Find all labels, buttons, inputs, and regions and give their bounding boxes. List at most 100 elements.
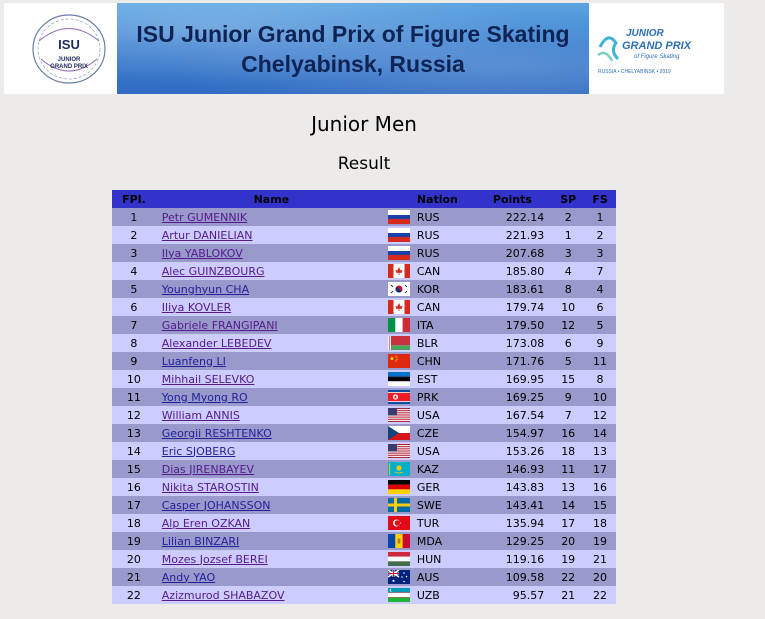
skater-name-link[interactable]: Petr GUMENNIK xyxy=(161,210,248,224)
skater-name-cell: Lilian BINZARI xyxy=(155,532,383,550)
short-program-rank: 19 xyxy=(552,550,585,568)
short-program-rank: 13 xyxy=(552,478,585,496)
total-points: 185.80 xyxy=(478,262,553,280)
total-points: 95.57 xyxy=(478,586,553,604)
total-points: 179.74 xyxy=(478,298,553,316)
flag-cell xyxy=(382,586,415,604)
skater-name-cell: Artur DANIELIAN xyxy=(155,226,383,244)
skater-name-link[interactable]: Yong Myong RO xyxy=(161,390,248,404)
nation-code: RUS xyxy=(414,226,479,244)
flag-swe-icon xyxy=(387,498,410,512)
short-program-rank: 8 xyxy=(552,280,585,298)
nation-code: RUS xyxy=(414,208,479,226)
total-points: 153.26 xyxy=(478,442,553,460)
total-points: 146.93 xyxy=(478,460,553,478)
total-points: 169.95 xyxy=(478,370,553,388)
flag-uzb-icon xyxy=(387,588,410,602)
flag-cell xyxy=(382,298,415,316)
skater-name-cell: Gabriele FRANGIPANI xyxy=(155,316,383,334)
nation-code: TUR xyxy=(414,514,479,532)
skater-name-link[interactable]: Dias JIRENBAYEV xyxy=(161,462,254,476)
skater-name-link[interactable]: Ilya YABLOKOV xyxy=(161,246,243,260)
skater-name-link[interactable]: Georgii RESHTENKO xyxy=(161,426,272,440)
svg-text:RUSSIA • CHELYABINSK • 2019: RUSSIA • CHELYABINSK • 2019 xyxy=(598,69,671,75)
table-row: 16 Nikita STAROSTIN GER 143.83 13 16 xyxy=(112,478,616,496)
short-program-rank: 2 xyxy=(552,208,585,226)
flag-cell xyxy=(382,262,415,280)
skater-name-cell: Azizmurod SHABAZOV xyxy=(155,586,383,604)
skater-name-cell: Luanfeng LI xyxy=(155,352,383,370)
flag-ger-icon xyxy=(387,480,410,494)
flag-mda-icon xyxy=(387,534,410,548)
table-row: 5 Younghyun CHA KOR 183.61 8 4 xyxy=(112,280,616,298)
flag-usa-icon xyxy=(387,444,410,458)
nation-code: HUN xyxy=(414,550,479,568)
final-placement: 18 xyxy=(112,514,156,532)
free-skating-rank: 22 xyxy=(584,586,616,604)
junior-grand-prix-logo: JUNIOR GRAND PRIX of Figure Skating RUSS… xyxy=(597,28,692,75)
banner-title: ISU Junior Grand Prix of Figure Skating xyxy=(136,21,570,47)
table-row: 22 Azizmurod SHABAZOV UZB 95.57 21 22 xyxy=(112,586,616,604)
skater-name-link[interactable]: Younghyun CHA xyxy=(161,282,250,296)
total-points: 143.83 xyxy=(478,478,553,496)
skater-name-link[interactable]: Andy YAO xyxy=(161,570,216,584)
flag-cell xyxy=(382,514,415,532)
flag-tur-icon xyxy=(387,516,410,530)
skater-name-link[interactable]: William ANNIS xyxy=(161,408,240,422)
free-skating-rank: 6 xyxy=(584,298,616,316)
skater-name-link[interactable]: Mihhail SELEVKO xyxy=(161,372,255,386)
short-program-rank: 6 xyxy=(552,334,585,352)
skater-name-link[interactable]: Gabriele FRANGIPANI xyxy=(161,318,278,332)
table-row: 19 Lilian BINZARI MDA 129.25 20 19 xyxy=(112,532,616,550)
skater-name-link[interactable]: Nikita STAROSTIN xyxy=(161,480,259,494)
skater-name-link[interactable]: Eric SJOBERG xyxy=(161,444,236,458)
flag-hun-icon xyxy=(387,552,410,566)
free-skating-rank: 16 xyxy=(584,478,616,496)
flag-cell xyxy=(382,550,415,568)
final-placement: 4 xyxy=(112,262,156,280)
table-row: 12 William ANNIS USA 167.54 7 12 xyxy=(112,406,616,424)
isu-junior-grand-prix-logo: ISU JUNIOR GRAND PRIX xyxy=(32,14,106,84)
short-program-rank: 4 xyxy=(552,262,585,280)
total-points: 183.61 xyxy=(478,280,553,298)
flag-cell xyxy=(382,208,415,226)
short-program-rank: 16 xyxy=(552,424,585,442)
skater-name-link[interactable]: Iliya KOVLER xyxy=(161,300,232,314)
skater-name-link[interactable]: Mozes Jozsef BEREI xyxy=(161,552,268,566)
event-banner: ISU JUNIOR GRAND PRIX ISU Junior Grand P… xyxy=(4,3,724,94)
total-points: 207.68 xyxy=(478,244,553,262)
skater-name-cell: Eric SJOBERG xyxy=(155,442,383,460)
skater-name-link[interactable]: Luanfeng LI xyxy=(161,354,226,368)
skater-name-link[interactable]: Alp Eren OZKAN xyxy=(161,516,251,530)
final-placement: 13 xyxy=(112,424,156,442)
final-placement: 14 xyxy=(112,442,156,460)
skater-name-link[interactable]: Artur DANIELIAN xyxy=(161,228,253,242)
nation-code: USA xyxy=(414,442,479,460)
skater-name-cell: Casper JOHANSSON xyxy=(155,496,383,514)
free-skating-rank: 5 xyxy=(584,316,616,334)
skater-name-link[interactable]: Lilian BINZARI xyxy=(161,534,240,548)
skater-name-link[interactable]: Azizmurod SHABAZOV xyxy=(161,588,285,602)
final-placement: 2 xyxy=(112,226,156,244)
table-row: 11 Yong Myong RO PRK 169.25 9 10 xyxy=(112,388,616,406)
nation-code: PRK xyxy=(414,388,479,406)
total-points: 221.93 xyxy=(478,226,553,244)
skater-name-link[interactable]: Casper JOHANSSON xyxy=(161,498,271,512)
final-placement: 7 xyxy=(112,316,156,334)
nation-code: GER xyxy=(414,478,479,496)
skater-name-link[interactable]: Alexander LEBEDEV xyxy=(161,336,272,350)
short-program-rank: 20 xyxy=(552,532,585,550)
final-placement: 21 xyxy=(112,568,156,586)
flag-aus-icon xyxy=(387,570,410,584)
column-header-name: Name xyxy=(155,190,383,208)
nation-code: AUS xyxy=(414,568,479,586)
total-points: 169.25 xyxy=(478,388,553,406)
nation-code: CAN xyxy=(414,262,479,280)
short-program-rank: 14 xyxy=(552,496,585,514)
skater-name-link[interactable]: Alec GUINZBOURG xyxy=(161,264,265,278)
flag-cell xyxy=(382,532,415,550)
banner-location: Chelyabinsk, Russia xyxy=(241,51,465,77)
flag-ita-icon xyxy=(387,318,410,332)
flag-rus-icon xyxy=(387,210,410,224)
flag-est-icon xyxy=(387,372,410,386)
